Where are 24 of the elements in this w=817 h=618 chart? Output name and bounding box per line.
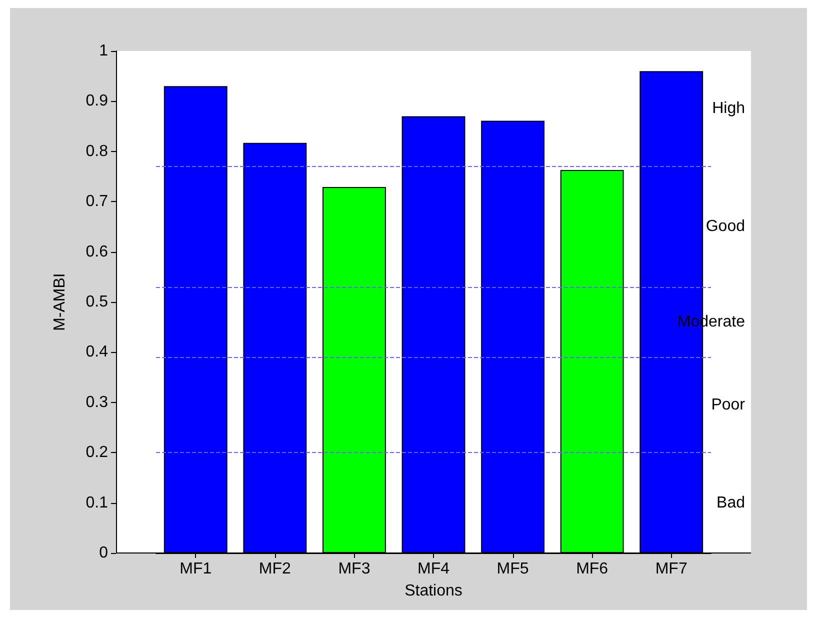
text: High — [712, 100, 745, 118]
y-tick-label: 0 — [99, 544, 108, 562]
x-tick-label: MF5 — [496, 560, 529, 578]
x-tick-label: MF7 — [655, 560, 688, 578]
y-tick-label: 0.1 — [86, 494, 108, 512]
x-tick-label: MF6 — [576, 560, 608, 578]
y-tick-label: 0.2 — [86, 444, 108, 462]
y-tick-label: 0.6 — [86, 243, 108, 260]
text: Poor — [711, 396, 746, 414]
y-tick-label: 0.4 — [86, 344, 108, 361]
y-tick-label: 0.5 — [86, 294, 108, 310]
y-tick-label: 0.8 — [86, 142, 108, 160]
x-tick-label: MF1 — [180, 560, 212, 578]
annotation: Good — [706, 218, 745, 236]
y-axis-title: M-AMBI — [52, 273, 68, 331]
y-tick-label: 0.9 — [86, 92, 108, 110]
y-tick-label: 1 — [99, 42, 108, 60]
x-tick-label: MF4 — [418, 560, 450, 578]
y-tick-label: 0.7 — [86, 193, 108, 210]
text: Bad — [716, 494, 745, 512]
x-axis-title: Stations — [404, 582, 462, 600]
y-tick-label: 0.3 — [86, 394, 108, 411]
x-tick-label: MF3 — [338, 560, 370, 578]
x-tick-label: MF2 — [258, 560, 292, 578]
